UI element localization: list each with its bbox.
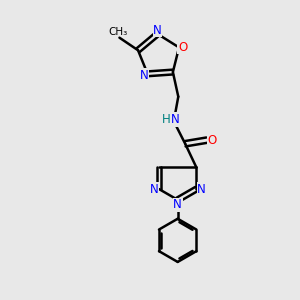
- Text: N: N: [149, 182, 158, 196]
- Text: O: O: [208, 134, 217, 147]
- Text: N: N: [173, 198, 182, 212]
- Text: O: O: [178, 41, 187, 54]
- Text: H: H: [162, 113, 170, 126]
- Text: N: N: [140, 69, 148, 82]
- Text: N: N: [197, 182, 206, 196]
- Text: N: N: [153, 24, 162, 37]
- Text: N: N: [171, 113, 180, 126]
- Text: CH₃: CH₃: [108, 27, 128, 37]
